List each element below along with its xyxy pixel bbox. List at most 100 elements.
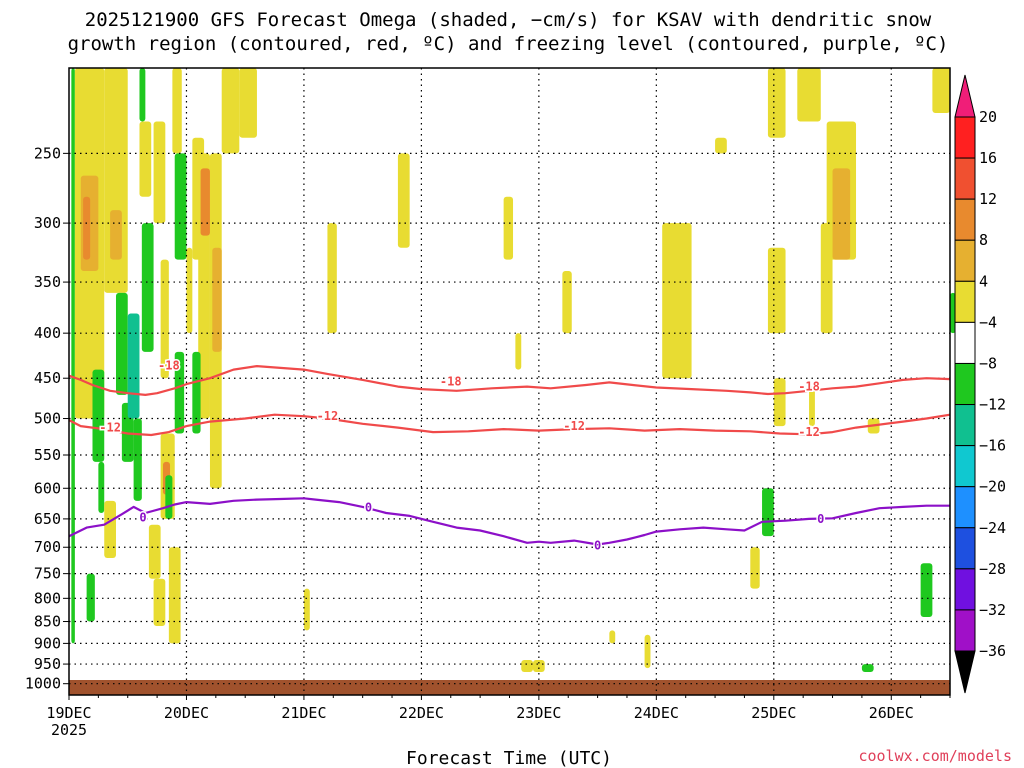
time-tick-label: 22DEC [399,704,444,722]
omega-cell [133,418,142,501]
contour-line [68,413,951,437]
pressure-tick-label: 750 [34,565,61,583]
omega-cell [303,588,310,631]
omega-shading [71,68,956,673]
colorbar-swatch [954,116,976,159]
omega-cell [174,351,185,434]
colorbar-top-arrow [954,74,976,118]
omega-cell [750,547,760,589]
pressure-tick-label: 300 [34,214,61,232]
omega-cell [127,313,140,419]
contour-label: 0 [594,539,601,553]
x-axis-title: Forecast Time (UTC) [406,748,612,768]
colorbar-swatch [954,362,976,406]
colorbar-level-label: −20 [979,478,1006,496]
omega-cell [160,259,169,379]
omega-cell [662,223,692,379]
contour-label: -18 [158,358,180,372]
contour-label: -12 [563,419,585,433]
contour-label: -18 [798,380,820,394]
chart-subtitle: growth region (contoured, red, ºC) and f… [68,33,949,55]
omega-cell [503,196,514,260]
time-tick-label: 23DEC [516,704,561,722]
time-tick-label: 26DEC [869,704,914,722]
pressure-tick-label: 650 [34,510,61,528]
colorbar-swatch [954,568,976,611]
omega-cell [809,386,815,427]
contour-label: -12 [798,425,820,439]
contour-line [68,497,950,546]
colorbar-swatch [954,445,976,488]
omega-cell [562,270,572,334]
colorbar-level-label: −32 [979,601,1006,619]
colorbar-level-label: −28 [979,560,1006,578]
pressure-tick-label: 800 [34,589,61,607]
colorbar-level-label: −12 [979,396,1006,414]
colorbar-swatch [954,527,976,570]
colorbar-swatch [954,280,976,323]
omega-cell [174,153,187,260]
omega-cell [115,292,128,395]
omega-cell [192,351,201,434]
time-tick-label: 21DEC [281,704,326,722]
omega-cell [532,660,545,673]
colorbar-swatch [954,157,976,200]
colorbar-swatch [954,321,976,364]
contour-label: 0 [365,501,372,515]
colorbar-level-label: 12 [979,190,997,208]
omega-cell [920,563,933,617]
omega-cell [820,223,833,334]
pressure-tick-label: 1000 [25,675,61,693]
terrain-band [69,680,950,695]
omega-cell [521,660,533,673]
contour-label: -18 [440,375,462,389]
omega-cell [168,547,181,644]
colorbar-level-label: −36 [979,642,1006,660]
pressure-axis: 250 300 350 400 450 500 550 600 650 700 750 800 850 9… [25,144,69,693]
omega-cell [83,196,91,260]
colorbar: 20 16 12 8 4 −4 −8 −12 −16 −20 −24 −28 −32 −36 [954,74,1006,694]
colorbar-level-label: 8 [979,231,988,249]
time-tick-label: 25DEC [751,704,796,722]
omega-cell [104,500,116,559]
pressure-tick-label: 700 [34,538,61,556]
omega-cell [165,475,173,519]
grid-lines [69,68,950,695]
pressure-tick-label: 550 [34,446,61,464]
chart-title: 2025121900 GFS Forecast Omega (shaded, −… [85,9,932,31]
colorbar-level-label: −16 [979,437,1006,455]
time-tick-sublabel: 2025 [51,721,87,739]
omega-cell [186,247,193,334]
pressure-tick-label: 900 [34,634,61,652]
credit-text: coolwx.com/models [858,747,1012,765]
time-tick-label: 20DEC [164,704,209,722]
pressure-tick-label: 350 [34,273,61,291]
omega-cell [153,578,166,626]
omega-cell [212,247,222,352]
contour-label: 0 [817,512,824,526]
omega-cell [932,68,950,114]
omega-cell [71,68,75,644]
omega-cell [239,68,257,138]
omega-cell [644,634,651,669]
omega-cell [92,369,105,462]
contour-label: 0 [139,511,146,525]
colorbar-swatch [954,198,976,241]
omega-cell [139,121,152,197]
colorbar-swatch [954,404,976,447]
omega-cell [773,378,786,427]
omega-cell [141,223,154,352]
omega-cell [762,488,774,537]
colorbar-level-label: −8 [979,354,997,372]
colorbar-level-label: 16 [979,149,997,167]
omega-cell [139,68,146,122]
omega-cell [832,168,851,260]
colorbar-level-label: −24 [979,519,1006,537]
omega-cell [950,292,956,334]
omega-cell [797,68,821,122]
omega-cell [148,524,161,579]
time-tick-label: 24DEC [634,704,679,722]
pressure-tick-label: 950 [34,655,61,673]
